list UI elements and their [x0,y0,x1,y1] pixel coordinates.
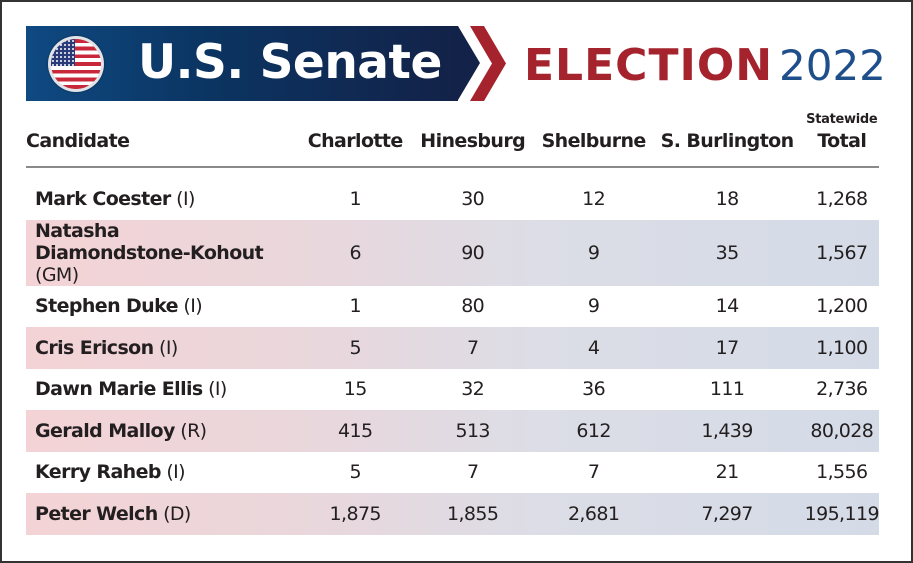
hinesburg-cell: 80 [461,295,485,318]
s-burlington-cell: 111 [709,378,745,401]
s-burlington-cell: 18 [715,187,740,210]
candidate-cell: Cris Ericson (I) [35,336,178,359]
column-header-charlotte: Charlotte [307,130,403,152]
s-burlington-cell: 14 [715,295,740,318]
s-burlington-cell: 35 [715,241,740,264]
candidate-cell: Kerry Raheb (I) [35,461,186,484]
charlotte-cell: 1,875 [329,502,382,525]
shelburne-cell: 9 [587,241,600,264]
shelburne-cell: 612 [576,419,611,442]
candidate-cell: Dawn Marie Ellis (I) [35,378,227,401]
table-row: Peter Welch (D) 1,875 1,855 2,681 7,297 … [26,493,880,535]
total-cell: 80,028 [810,419,874,442]
flag-canton [51,39,75,66]
shelburne-cell: 2,681 [567,502,620,525]
candidate-cell: Peter Welch (D) [35,502,191,525]
table-row: Gerald Malloy (R) 415 513 612 1,439 80,0… [26,410,879,452]
election-label: ELECTION [524,40,774,91]
column-header-hinesburg: Hinesburg [420,130,526,152]
charlotte-cell: 6 [349,241,361,264]
column-header-total: Statewide Total [805,106,879,166]
shelburne-cell: 4 [587,336,600,359]
s-burlington-cell: 1,439 [701,419,753,442]
total-cell: 1,268 [816,187,868,210]
table-row: Dawn Marie Ellis (I) 15 32 36 111 2,736 [26,369,879,411]
candidate-cell: Mark Coester (I) [35,187,195,210]
spacer [26,168,879,178]
column-header-total-sublabel: Statewide [806,112,878,127]
total-cell: 2,736 [816,378,868,401]
table-row: Cris Ericson (I) 5 7 4 17 1,100 [26,327,879,369]
election-year: 2022 [779,41,886,90]
total-cell: 1,100 [816,336,868,359]
shelburne-cell: 9 [587,295,600,318]
charlotte-cell: 1 [349,187,361,210]
charlotte-cell: 5 [349,461,361,484]
flag-stripes [51,39,101,89]
column-header-candidate: Candidate [26,130,130,152]
charlotte-cell: 1 [349,295,361,318]
page-title: U.S. Senate [138,35,442,90]
shelburne-cell: 12 [582,187,606,210]
candidate-cell: Stephen Duke (I) [35,295,203,318]
hinesburg-cell: 7 [466,461,479,484]
banner-arrow-point [458,26,480,100]
charlotte-cell: 5 [349,336,361,359]
chevron-icon [470,26,506,101]
us-flag-icon [48,36,104,92]
s-burlington-cell: 17 [715,336,740,359]
table-row: Stephen Duke (I) 1 80 9 14 1,200 [26,286,879,328]
column-header-total-label: Total [817,130,867,152]
column-header-shelburne: Shelburne [541,130,647,152]
charlotte-cell: 15 [343,378,368,401]
candidate-cell: Gerald Malloy (R) [35,419,207,442]
hinesburg-cell: 7 [466,336,479,359]
hinesburg-cell: 90 [461,241,485,264]
s-burlington-cell: 21 [715,461,740,484]
table-row: Kerry Raheb (I) 5 7 7 21 1,556 [26,452,879,494]
header-divider [26,166,879,168]
results-table: Candidate Charlotte Hinesburg Shelburne … [26,106,880,535]
s-burlington-cell: 7,297 [701,502,753,525]
table-header-row: Candidate Charlotte Hinesburg Shelburne … [26,106,879,166]
total-cell: 1,556 [816,461,868,484]
hinesburg-cell: 32 [461,378,485,401]
hinesburg-cell: 30 [461,187,485,210]
hinesburg-cell: 1,855 [446,502,499,525]
total-cell: 195,119 [804,502,880,525]
shelburne-cell: 36 [582,378,606,401]
column-header-s-burlington: S. Burlington [660,130,795,152]
table-row: Natasha Diamondstone-Kohout (GM) 6 90 9 3… [26,219,879,286]
table-row: Mark Coester (I) 1 30 12 18 1,268 [26,178,879,220]
shelburne-cell: 7 [587,461,600,484]
candidate-cell: Natasha Diamondstone-Kohout (GM) [35,219,264,286]
total-cell: 1,567 [816,241,868,264]
hinesburg-cell: 513 [455,419,490,442]
charlotte-cell: 415 [338,419,373,442]
total-cell: 1,200 [816,295,868,318]
